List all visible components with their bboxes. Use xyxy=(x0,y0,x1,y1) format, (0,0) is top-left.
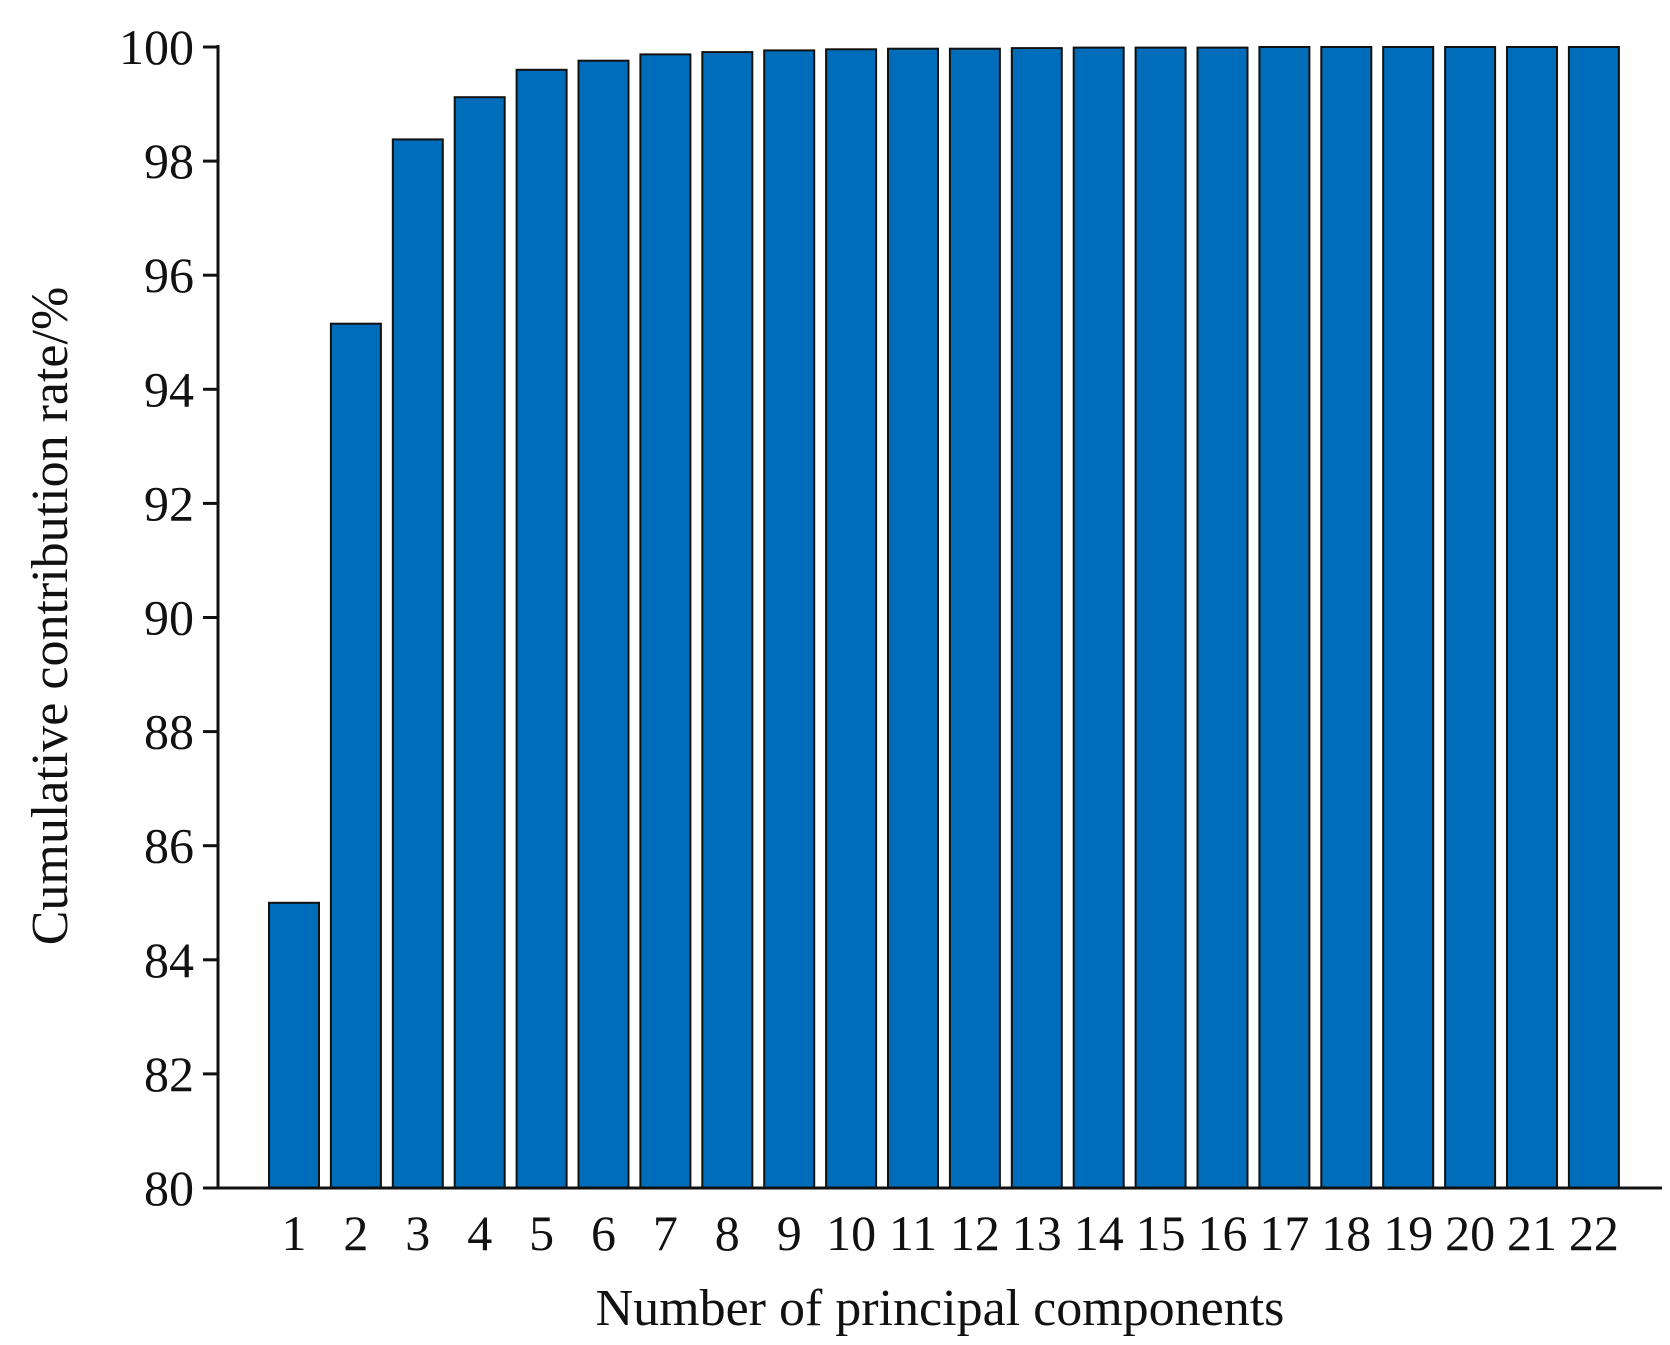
labels-layer: 1 2 3 4 5 6 7 8 9 10 11 12 13 14 15 16 17 18 19 20 21 2280828… xyxy=(119,19,1619,1261)
bar-pc-13 xyxy=(1010,47,1063,1190)
bar-pc-19 xyxy=(1382,46,1435,1189)
bars-layer xyxy=(268,46,1620,1190)
y-tick-label-80: 80 xyxy=(144,1160,194,1216)
y-tick-label-100: 100 xyxy=(119,19,194,75)
x-tick-label-17: 17 xyxy=(1259,1205,1309,1261)
bar-pc-8 xyxy=(701,51,754,1190)
x-tick-label-21: 21 xyxy=(1507,1205,1557,1261)
x-tick-label-2: 2 xyxy=(343,1205,368,1261)
x-axis-title: Number of principal components xyxy=(596,1280,1285,1337)
bar-pc-1 xyxy=(268,901,320,1190)
x-tick-label-4: 4 xyxy=(467,1205,492,1261)
x-tick-label-12: 12 xyxy=(950,1205,1000,1261)
x-tick-label-18: 18 xyxy=(1321,1205,1371,1261)
x-tick-label-20: 20 xyxy=(1445,1205,1495,1261)
y-tick-label-98: 98 xyxy=(144,133,194,189)
bar-pc-4 xyxy=(453,96,506,1190)
x-tick-label-7: 7 xyxy=(653,1205,678,1261)
bar-pc-15 xyxy=(1134,46,1187,1190)
x-tick-label-5: 5 xyxy=(529,1205,554,1261)
bar-pc-5 xyxy=(515,68,568,1189)
bar-pc-6 xyxy=(577,59,630,1190)
x-tick-label-15: 15 xyxy=(1136,1205,1186,1261)
bar-pc-7 xyxy=(639,53,692,1189)
bar-pc-11 xyxy=(887,47,939,1190)
x-tick-label-22: 22 xyxy=(1569,1205,1619,1261)
x-tick-label-13: 13 xyxy=(1012,1205,1062,1261)
bar-pc-18 xyxy=(1320,46,1373,1189)
x-tick-label-9: 9 xyxy=(777,1205,802,1261)
y-tick-label-94: 94 xyxy=(144,361,194,417)
x-tick-label-11: 11 xyxy=(889,1205,937,1261)
x-tick-label-1: 1 xyxy=(282,1205,307,1261)
y-tick-label-84: 84 xyxy=(144,932,194,988)
bar-pc-12 xyxy=(948,47,1001,1190)
y-tick-label-82: 82 xyxy=(144,1046,194,1102)
x-tick-label-10: 10 xyxy=(826,1205,876,1261)
x-tick-label-3: 3 xyxy=(405,1205,430,1261)
bar-pc-21 xyxy=(1506,46,1558,1189)
bar-pc-2 xyxy=(329,322,382,1189)
y-tick-label-86: 86 xyxy=(144,818,194,874)
x-tick-label-6: 6 xyxy=(591,1205,616,1261)
bar-pc-9 xyxy=(763,49,816,1189)
y-tick-label-96: 96 xyxy=(144,247,194,303)
x-tick-label-14: 14 xyxy=(1074,1205,1124,1261)
y-tick-label-90: 90 xyxy=(144,590,194,646)
bar-pc-20 xyxy=(1444,46,1497,1189)
bar-pc-17 xyxy=(1258,46,1311,1189)
y-tick-label-92: 92 xyxy=(144,475,194,531)
axes-layer xyxy=(203,45,1662,1190)
x-tick-label-16: 16 xyxy=(1198,1205,1248,1261)
y-tick-label-88: 88 xyxy=(144,704,194,760)
y-axis-title: Cumulative contribution rate/% xyxy=(22,287,79,946)
bar-pc-10 xyxy=(825,48,878,1189)
x-tick-label-19: 19 xyxy=(1383,1205,1433,1261)
bar-pc-16 xyxy=(1196,46,1249,1190)
bar-pc-3 xyxy=(391,138,444,1189)
x-tick-label-8: 8 xyxy=(715,1205,740,1261)
bar-pc-22 xyxy=(1567,46,1620,1189)
bar-pc-14 xyxy=(1072,46,1125,1190)
